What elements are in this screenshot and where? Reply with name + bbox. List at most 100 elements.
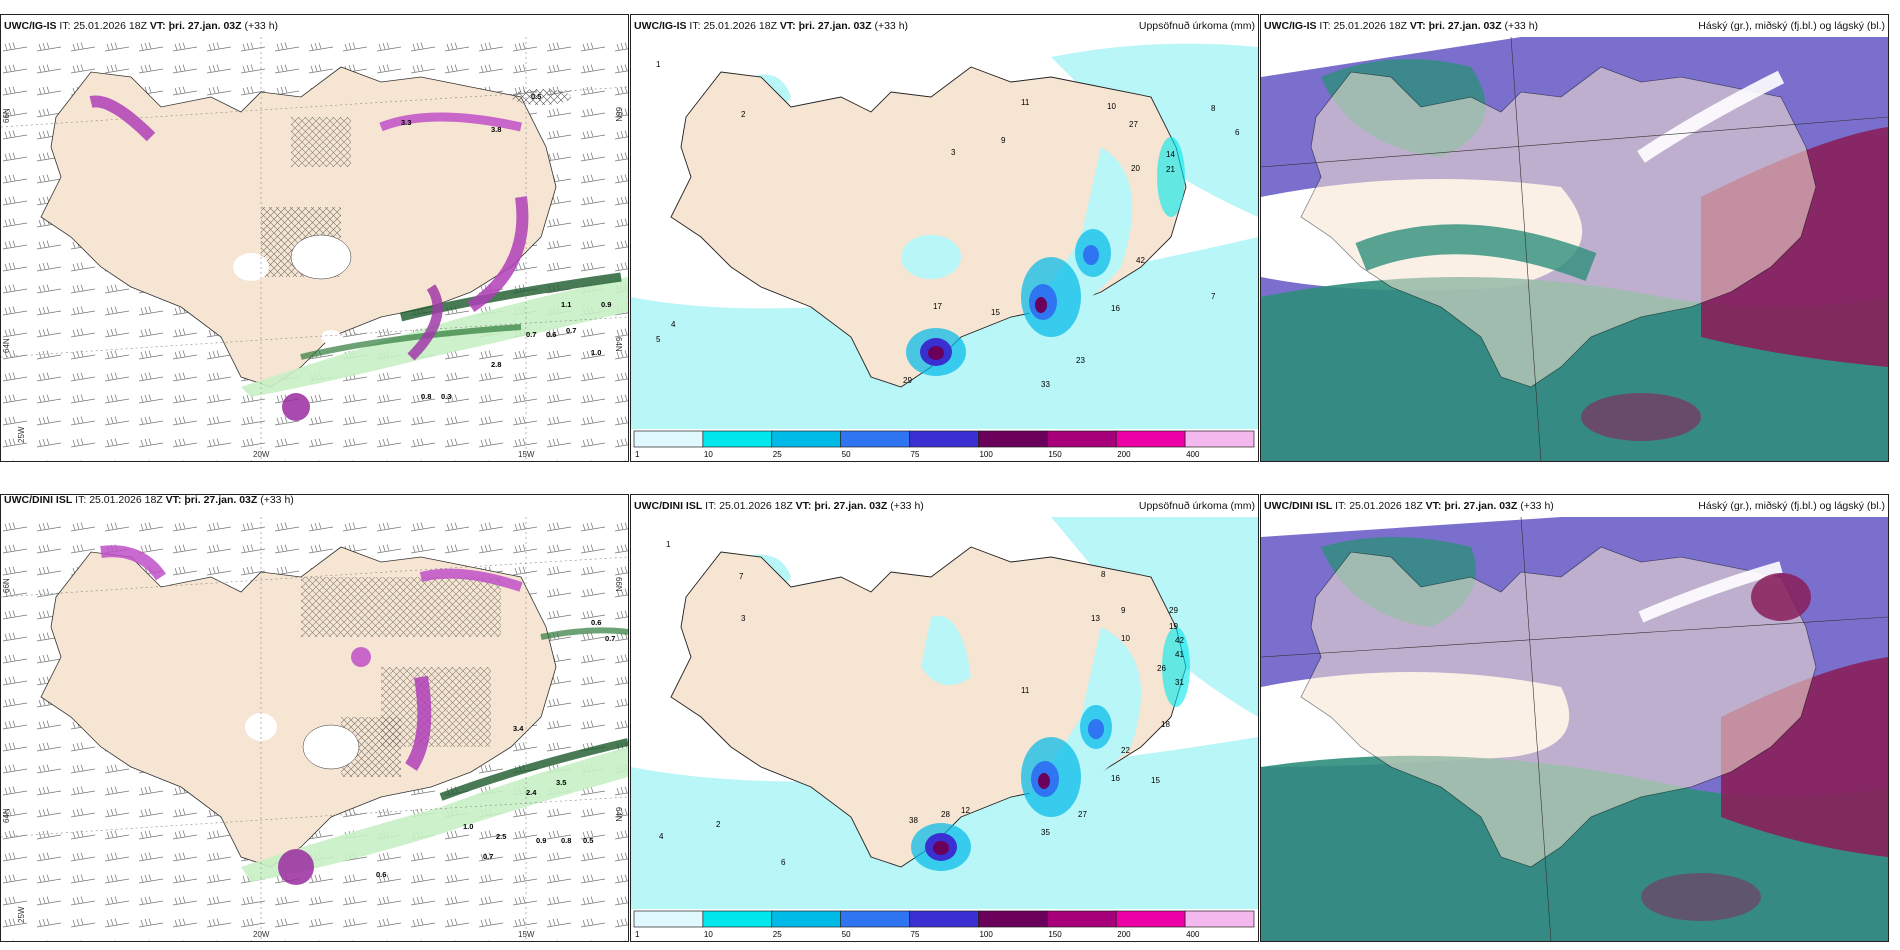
wind-value: 0.7 (483, 852, 493, 861)
valid-time: þri. 27.jan. 03Z (184, 494, 258, 506)
wind-value: 1.0 (463, 822, 473, 831)
wind-value: 3.8 (491, 125, 501, 134)
wind-value: 0.8 (421, 392, 431, 401)
map-area[interactable]: 1 2 3 4 5 6 7 8 9 10 11 14 15 16 17 20 2… (631, 37, 1258, 461)
precip-values: 1 2 3 4 5 6 7 8 9 10 11 14 15 16 17 20 2… (656, 60, 1240, 389)
colorbar-swatch (1184, 430, 1255, 448)
lat-label-66n-right: 66N (614, 577, 623, 592)
colorbar-tick: 400 (1186, 930, 1200, 939)
map-area[interactable] (1261, 517, 1888, 941)
colorbar-swatch (1115, 430, 1186, 448)
precip-value: 29 (1169, 606, 1178, 615)
precip-value: 16 (1111, 304, 1120, 313)
colorbar-swatch (840, 910, 910, 928)
valid-label: VT: (149, 20, 166, 32)
precip-value: 22 (1121, 746, 1130, 755)
map-area[interactable]: 66N 64N 66N 64N 20W 15W 25W 0.5 0.7 0.6 … (1, 37, 628, 461)
colorbar-swatch (909, 430, 979, 448)
precip-value: 15 (991, 308, 1000, 317)
panel-header: UWC/IG-IS IT: 25.01.2026 18Z VT: þri. 27… (631, 15, 1258, 37)
colorbar-swatch (633, 430, 704, 448)
wind-value: 0.6 (376, 870, 386, 879)
run-label: IT: (705, 500, 717, 512)
run-time: 25.01.2026 18Z (73, 20, 147, 32)
model-name: UWC/DINI ISL (1264, 500, 1333, 512)
wind-values: 0.5 0.7 0.6 0.7 0.9 1.1 1.0 0.8 0.3 3.3 … (401, 92, 611, 401)
precip-value: 28 (941, 810, 950, 819)
wind-value: 0.7 (605, 634, 615, 643)
run-label: IT: (689, 20, 701, 32)
panel-dini-wind: UWC/DINI ISL IT: 25.01.2026 18Z VT: þri.… (0, 494, 629, 942)
colorbar-swatch (978, 430, 1048, 448)
precip-value: 21 (1166, 165, 1175, 174)
precip-value: 23 (1076, 356, 1085, 365)
colorbar-tick: 50 (842, 450, 851, 459)
field-title: Uppsöfnuð úrkoma (mm) (1138, 20, 1255, 32)
lon-label-25w: 25W (17, 906, 26, 923)
colorbar-swatch (840, 430, 910, 448)
colorbar-tick: 10 (704, 450, 713, 459)
colorbar-swatch (702, 910, 773, 928)
colorbar: 1 10 25 50 75 100 150 200 400 (633, 429, 1256, 459)
panel-header: UWC/DINI ISL IT: 25.01.2026 18Z VT: þri.… (1261, 495, 1888, 517)
wind-value: 0.8 (561, 836, 571, 845)
map-area[interactable] (1261, 37, 1888, 461)
precip-value: 31 (1175, 678, 1184, 687)
precip-value: 16 (1111, 774, 1120, 783)
wind-value: 2.4 (526, 788, 537, 797)
lead-time: (+33 h) (1520, 500, 1554, 512)
valid-time: þri. 27.jan. 03Z (1444, 500, 1518, 512)
colorbar-tick: 1 (635, 450, 640, 459)
colorbar-tick: 1 (635, 930, 640, 939)
map-area[interactable]: 1 2 3 4 6 7 8 9 10 11 12 13 15 16 18 19 … (631, 517, 1258, 941)
precip-value: 9 (1001, 136, 1006, 145)
colorbar-tick: 200 (1117, 450, 1131, 459)
precip-value: 20 (1131, 164, 1140, 173)
precip-value: 2 (741, 110, 746, 119)
panel-dini-clouds: UWC/DINI ISL IT: 25.01.2026 18Z VT: þri.… (1260, 494, 1889, 942)
colorbar-tick: 400 (1186, 450, 1200, 459)
colorbar-tick: 100 (979, 930, 993, 939)
panel-header: UWC/DINI ISL IT: 25.01.2026 18Z VT: þri.… (1, 495, 628, 517)
precip-value: 17 (933, 302, 942, 311)
valid-label: VT: (1425, 500, 1442, 512)
wind-value: 2.5 (496, 832, 506, 841)
lat-label-64n: 64N (2, 808, 11, 823)
colorbar-swatch (978, 910, 1048, 928)
model-name: UWC/DINI ISL (634, 500, 703, 512)
lead-time: (+33 h) (260, 494, 294, 506)
precip-value: 5 (656, 335, 661, 344)
run-time: 25.01.2026 18Z (703, 20, 777, 32)
lat-label-64n-right: 64N (614, 337, 623, 352)
precip-value: 10 (1121, 634, 1130, 643)
colorbar-tick: 75 (911, 450, 920, 459)
precip-value: 18 (1161, 720, 1170, 729)
colorbar-tick: 10 (704, 930, 713, 939)
colorbar-swatch (1115, 910, 1186, 928)
wind-value: 1.1 (561, 300, 571, 309)
colorbar-tick: 75 (911, 930, 920, 939)
precip-value: 1 (666, 540, 671, 549)
valid-label: VT: (779, 20, 796, 32)
lat-label-64n: 64N (2, 338, 11, 353)
valid-time: þri. 27.jan. 03Z (798, 20, 872, 32)
precip-value: 8 (1211, 104, 1216, 113)
wind-value: 2.8 (491, 360, 501, 369)
map-area[interactable]: 66N 64N 66N 64N 20W 15W 25W 0.6 0.7 0.9 … (1, 517, 628, 941)
panel-ig-wind: UWC/IG-IS IT: 25.01.2026 18Z VT: þri. 27… (0, 14, 629, 462)
precip-value: 10 (1107, 102, 1116, 111)
wind-value: 3.4 (513, 724, 524, 733)
precip-value: 27 (1078, 810, 1087, 819)
precip-value: 12 (961, 806, 970, 815)
wind-value: 0.6 (546, 330, 556, 339)
run-label: IT: (1335, 500, 1347, 512)
lon-label-15w: 15W (518, 450, 535, 459)
precip-value: 15 (1151, 776, 1160, 785)
colorbar-tick: 150 (1048, 930, 1062, 939)
precip-value: 3 (951, 148, 956, 157)
field-title: Uppsöfnuð úrkoma (mm) (1138, 500, 1255, 512)
valid-time: þri. 27.jan. 03Z (168, 20, 242, 32)
colorbar-swatch (1046, 910, 1117, 928)
lead-time: (+33 h) (874, 20, 909, 32)
colorbar-swatch (1046, 430, 1117, 448)
